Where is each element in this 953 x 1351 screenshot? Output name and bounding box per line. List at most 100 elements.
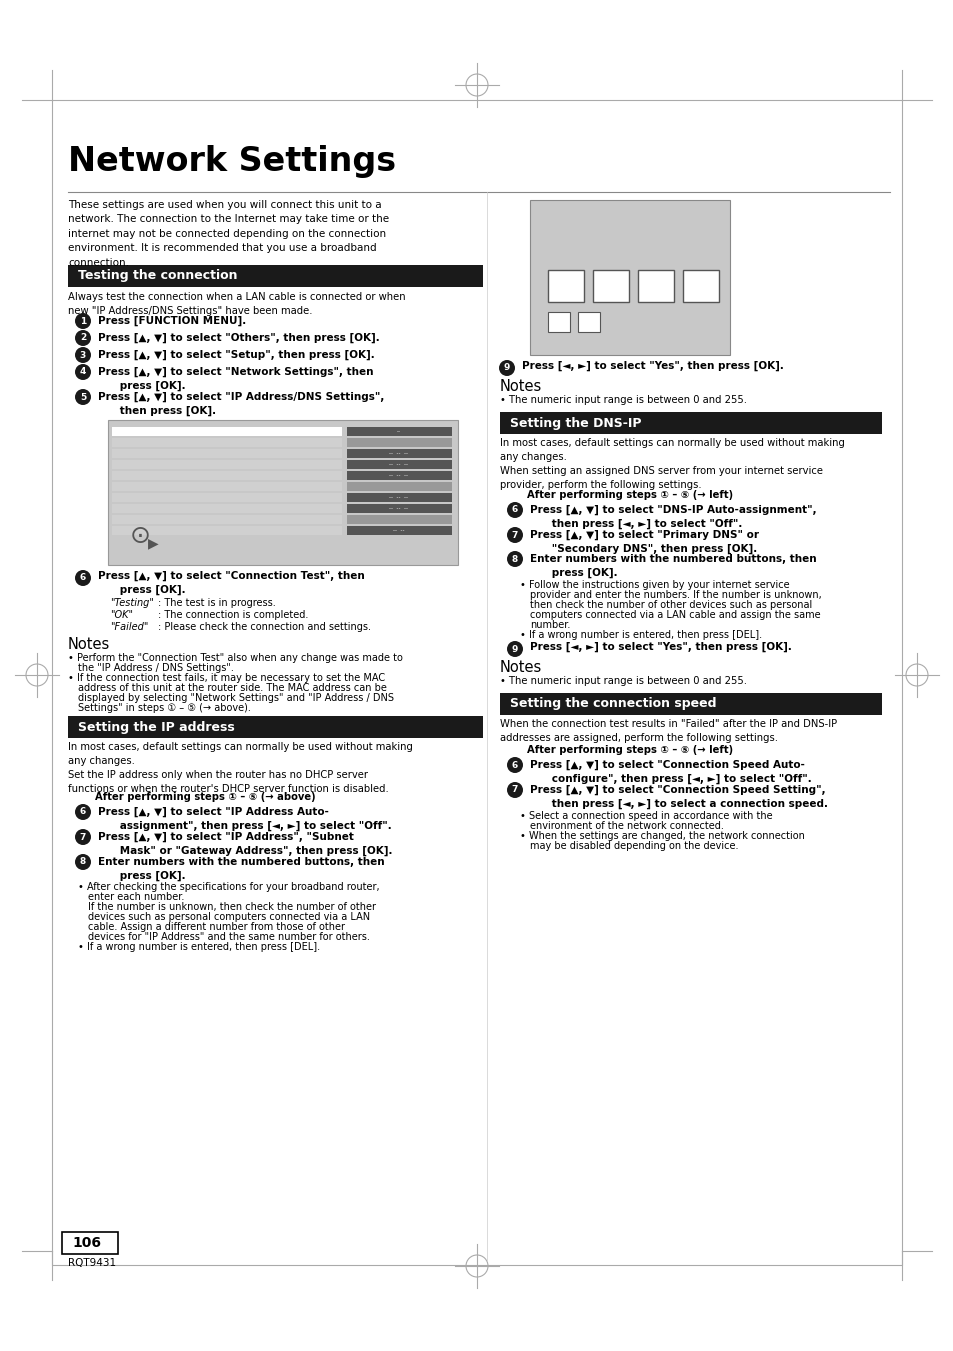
Text: Press [▲, ▼] to select "Network Settings", then
      press [OK].: Press [▲, ▼] to select "Network Settings… [98, 367, 374, 392]
Text: Press [▲, ▼] to select "Connection Test", then
      press [OK].: Press [▲, ▼] to select "Connection Test"… [98, 571, 364, 596]
Bar [347, 526, 452, 535]
Text: • If a wrong number is entered, then press [DEL].: • If a wrong number is entered, then pre… [519, 630, 761, 640]
Text: Press [FUNCTION MENU].: Press [FUNCTION MENU]. [98, 316, 246, 326]
Bar [578, 312, 599, 332]
Bar [112, 427, 341, 436]
Text: Press [▲, ▼] to select "IP Address Auto-
      assignment", then press [◄, ►] to: Press [▲, ▼] to select "IP Address Auto-… [98, 807, 392, 831]
Text: provider and enter the numbers. If the number is unknown,: provider and enter the numbers. If the n… [530, 590, 821, 600]
Text: : Please check the connection and settings.: : Please check the connection and settin… [158, 621, 371, 632]
Text: : The test is in progress.: : The test is in progress. [158, 598, 275, 608]
Text: Press [▲, ▼] to select "Others", then press [OK].: Press [▲, ▼] to select "Others", then pr… [98, 332, 379, 343]
Text: 8: 8 [512, 554, 517, 563]
Circle shape [75, 389, 91, 405]
Text: • Select a connection speed in accordance with the: • Select a connection speed in accordanc… [519, 811, 772, 821]
Circle shape [75, 330, 91, 346]
Bar [347, 504, 452, 513]
Text: 5: 5 [80, 393, 86, 401]
Circle shape [75, 363, 91, 380]
Circle shape [506, 757, 522, 773]
Text: ▶: ▶ [148, 536, 158, 550]
Bar [347, 438, 452, 447]
Text: devices for "IP Address" and the same number for others.: devices for "IP Address" and the same nu… [88, 932, 370, 942]
Text: 9: 9 [503, 363, 510, 373]
Bar [638, 270, 673, 303]
Bar [112, 438, 341, 447]
Text: Notes: Notes [68, 638, 111, 653]
Text: • After checking the specifications for your broadband router,: • After checking the specifications for … [78, 882, 379, 892]
Bar [347, 493, 452, 503]
Text: Setting the DNS-IP: Setting the DNS-IP [510, 416, 640, 430]
Text: • Follow the instructions given by your internet service: • Follow the instructions given by your … [519, 580, 789, 590]
Bar [112, 493, 341, 503]
Text: 7: 7 [511, 531, 517, 539]
Text: "Failed": "Failed" [110, 621, 149, 632]
Bar [108, 420, 457, 565]
Text: Setting the IP address: Setting the IP address [78, 720, 234, 734]
Bar [347, 427, 452, 436]
Text: After performing steps ① – ⑤ (→ left): After performing steps ① – ⑤ (→ left) [526, 744, 732, 755]
Circle shape [75, 313, 91, 330]
Text: 3: 3 [80, 350, 86, 359]
Circle shape [75, 570, 91, 586]
Text: ⊙: ⊙ [130, 524, 151, 549]
Text: --  --: -- -- [393, 528, 404, 534]
Text: Press [▲, ▼] to select "Setup", then press [OK].: Press [▲, ▼] to select "Setup", then pre… [98, 350, 375, 361]
Bar [112, 471, 341, 480]
Text: Press [▲, ▼] to select "Connection Speed Setting",
      then press [◄, ►] to se: Press [▲, ▼] to select "Connection Speed… [530, 785, 827, 809]
Circle shape [506, 503, 522, 517]
Text: 4: 4 [80, 367, 86, 377]
Circle shape [498, 359, 515, 376]
Text: Notes: Notes [499, 661, 541, 676]
Text: 6: 6 [512, 505, 517, 515]
Text: "Testing": "Testing" [110, 598, 153, 608]
Text: After performing steps ① – ⑤ (→ above): After performing steps ① – ⑤ (→ above) [95, 792, 315, 802]
Text: 8: 8 [80, 858, 86, 866]
Bar [499, 412, 882, 434]
Text: --  --  --: -- -- -- [389, 494, 408, 500]
Text: 6: 6 [512, 761, 517, 770]
Bar [112, 515, 341, 524]
Circle shape [506, 527, 522, 543]
Text: Settings" in steps ① – ⑤ (→ above).: Settings" in steps ① – ⑤ (→ above). [78, 703, 251, 713]
Text: --  --  --: -- -- -- [389, 462, 408, 467]
Circle shape [75, 347, 91, 363]
Text: then check the number of other devices such as personal: then check the number of other devices s… [530, 600, 811, 611]
Text: In most cases, default settings can normally be used without making
any changes.: In most cases, default settings can norm… [68, 742, 413, 794]
Circle shape [506, 551, 522, 567]
Circle shape [75, 830, 91, 844]
Text: computers connected via a LAN cable and assign the same: computers connected via a LAN cable and … [530, 611, 820, 620]
Text: Always test the connection when a LAN cable is connected or when
new "IP Address: Always test the connection when a LAN ca… [68, 292, 405, 316]
Text: • The numeric input range is between 0 and 255.: • The numeric input range is between 0 a… [499, 394, 746, 405]
Text: address of this unit at the router side. The MAC address can be: address of this unit at the router side.… [78, 684, 387, 693]
Bar [52, 100, 901, 1265]
Bar [530, 200, 729, 355]
Text: If the number is unknown, then check the number of other: If the number is unknown, then check the… [88, 902, 375, 912]
Text: Press [▲, ▼] to select "IP Address/DNS Settings",
      then press [OK].: Press [▲, ▼] to select "IP Address/DNS S… [98, 392, 384, 416]
Text: Enter numbers with the numbered buttons, then
      press [OK].: Enter numbers with the numbered buttons,… [530, 554, 816, 578]
Text: Press [◄, ►] to select "Yes", then press [OK].: Press [◄, ►] to select "Yes", then press… [530, 642, 791, 653]
Text: • When the settings are changed, the network connection: • When the settings are changed, the net… [519, 831, 804, 842]
Bar [112, 482, 341, 490]
Text: These settings are used when you will connect this unit to a
network. The connec: These settings are used when you will co… [68, 200, 389, 267]
Text: Notes: Notes [499, 380, 541, 394]
Text: Enter numbers with the numbered buttons, then
      press [OK].: Enter numbers with the numbered buttons,… [98, 857, 384, 881]
Text: 106: 106 [71, 1236, 101, 1250]
Bar [347, 471, 452, 480]
Bar [62, 1232, 118, 1254]
Text: 6: 6 [80, 808, 86, 816]
Bar [593, 270, 628, 303]
Text: Testing the connection: Testing the connection [78, 269, 237, 282]
Bar [347, 482, 452, 490]
Bar [112, 526, 341, 535]
Text: --  --  --: -- -- -- [389, 473, 408, 478]
Text: After performing steps ① – ⑤ (→ left): After performing steps ① – ⑤ (→ left) [526, 490, 732, 500]
Text: RQT9431: RQT9431 [68, 1258, 116, 1269]
Circle shape [75, 854, 91, 870]
Text: • The numeric input range is between 0 and 255.: • The numeric input range is between 0 a… [499, 676, 746, 686]
Text: number.: number. [530, 620, 570, 630]
Text: Press [▲, ▼] to select "Primary DNS" or
      "Secondary DNS", then press [OK].: Press [▲, ▼] to select "Primary DNS" or … [530, 530, 759, 554]
Text: --  --  --: -- -- -- [389, 451, 408, 457]
Text: cable. Assign a different number from those of other: cable. Assign a different number from th… [88, 921, 345, 932]
Bar [112, 449, 341, 458]
Bar [347, 515, 452, 524]
